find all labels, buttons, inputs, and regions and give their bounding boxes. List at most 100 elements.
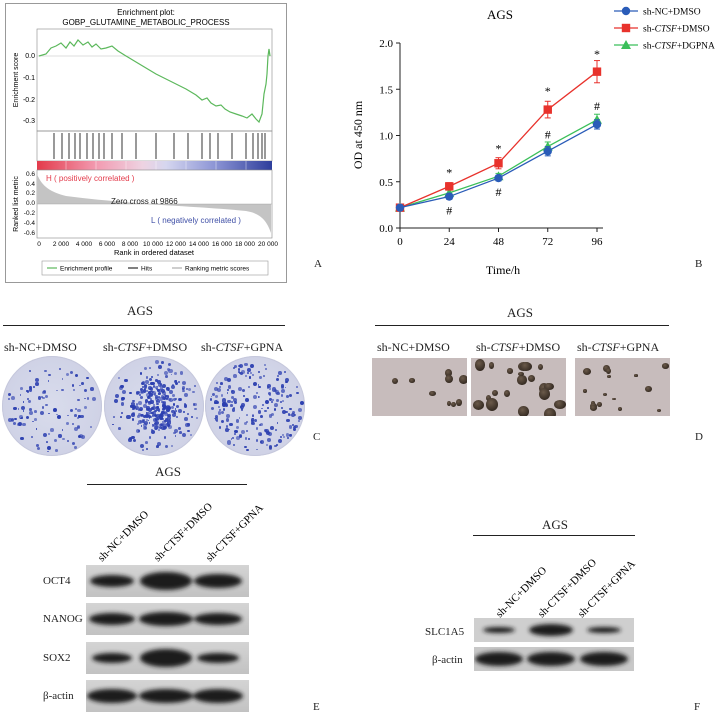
colony-dot — [146, 418, 148, 421]
gsea-xtick: 6 000 — [99, 241, 116, 248]
colony-dot — [196, 417, 199, 420]
colony-dot — [72, 423, 74, 425]
colony-dot — [254, 419, 257, 422]
colony-dot — [20, 436, 24, 441]
colony-dot — [160, 422, 164, 426]
colony-dot — [275, 428, 277, 431]
colony-dot — [169, 397, 173, 402]
colony-dot — [165, 423, 169, 426]
colony-label-3: sh-CTSF+GPNA — [201, 340, 283, 355]
x-tick-label: 0 — [397, 236, 403, 248]
colony-dot — [216, 400, 220, 404]
colony-dot — [179, 397, 183, 401]
panel-letter-e: E — [313, 701, 320, 713]
colony-dot — [240, 408, 243, 411]
colony-dot — [257, 371, 260, 374]
colony-dot — [292, 427, 297, 432]
colony-dot — [280, 389, 285, 394]
colony-dot — [150, 406, 154, 410]
colony-dot — [245, 413, 248, 416]
colony-dot — [29, 411, 34, 415]
colony-dot — [132, 404, 137, 409]
colony-dot — [186, 387, 189, 390]
data-point — [592, 120, 602, 129]
sphere-blob — [392, 378, 399, 385]
colony-dot — [27, 390, 30, 393]
sphere-blob — [485, 397, 499, 411]
colony-dot — [36, 444, 39, 448]
colony-dot — [56, 415, 61, 420]
series-sh-nc-dmso — [395, 119, 602, 212]
series-group — [395, 60, 602, 212]
colony-dot — [215, 419, 219, 423]
colony-dot — [226, 378, 231, 383]
colony-dot — [122, 389, 127, 394]
colony-dot — [246, 448, 249, 452]
colony-dot — [213, 387, 218, 392]
label-gene: CTSF — [490, 340, 519, 354]
colony-dot — [252, 417, 254, 420]
colony-dot — [158, 364, 163, 369]
sphere-blob — [618, 407, 623, 412]
colony-dot — [270, 401, 273, 404]
colony-dot — [165, 405, 168, 409]
zero-cross-label: Zero cross at 9866 — [111, 197, 178, 206]
colony-dot — [152, 390, 156, 395]
colony-dot — [157, 442, 161, 446]
colony-dot — [247, 367, 251, 372]
colony-dot — [298, 416, 302, 420]
colony-dot — [22, 400, 25, 403]
colony-dot — [166, 404, 170, 409]
colony-dot — [151, 424, 154, 427]
colony-dot — [137, 412, 141, 416]
colony-dot — [79, 384, 82, 387]
colony-dot — [236, 436, 241, 441]
data-point — [494, 159, 503, 168]
colony-dot — [154, 385, 159, 389]
colony-dot — [168, 424, 173, 429]
colony-dot — [295, 385, 299, 389]
colony-dot — [19, 393, 22, 396]
colony-dot — [210, 406, 214, 410]
colony-dot — [233, 374, 237, 378]
colony-dot — [71, 441, 75, 446]
sphere-blob — [445, 375, 453, 384]
colony-dot — [161, 383, 166, 388]
legend: sh-NC+DMSO sh-CTSF+DMSO sh-CTSF+DGPNA — [614, 6, 715, 52]
colony-dot — [210, 395, 213, 398]
colony-dot — [260, 440, 265, 445]
colony-dot — [192, 390, 195, 393]
colony-dot — [167, 406, 172, 410]
panel-b-line-chart: AGS OD at 450 nm Time/h 0.00.51.01.52.0 … — [351, 6, 715, 277]
colony-dot — [131, 401, 136, 406]
chart-title: AGS — [487, 7, 513, 22]
colony-dot — [80, 434, 85, 439]
sphere-blob — [447, 401, 452, 407]
colony-dot — [129, 391, 132, 395]
colony-dot — [90, 426, 92, 428]
colony-dot — [235, 426, 239, 430]
colony-dot — [74, 427, 79, 432]
colony-dot — [76, 424, 81, 429]
colony-dot — [21, 405, 26, 410]
colony-dot — [131, 411, 135, 416]
colony-dot — [47, 450, 49, 453]
colony-dot — [247, 386, 251, 389]
colony-dot — [148, 383, 151, 386]
colony-dot — [42, 433, 47, 438]
colony-dot — [14, 417, 17, 421]
x-tick-label: 24 — [444, 236, 456, 248]
colony-dot — [182, 410, 185, 413]
colony-dot — [162, 420, 167, 424]
colony-dot — [188, 387, 192, 391]
colony-dot — [146, 390, 149, 393]
sphere-blob — [503, 390, 511, 398]
colony-dot — [85, 376, 89, 380]
colony-dot — [42, 390, 46, 395]
colony-dot — [261, 407, 264, 410]
gsea-xtick: 18 000 — [235, 241, 255, 248]
colony-dot — [288, 413, 291, 416]
y-tick-label: 1.5 — [379, 84, 393, 96]
colony-dot — [163, 370, 168, 375]
colony-dot — [128, 438, 132, 442]
